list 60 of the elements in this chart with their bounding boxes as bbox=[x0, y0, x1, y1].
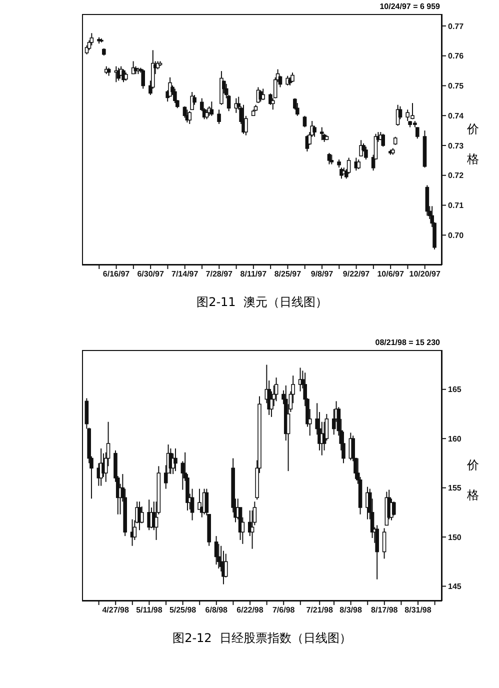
x-tick-label: 8/3/98 bbox=[340, 606, 362, 615]
y-tick-label: 0.72 bbox=[448, 171, 464, 180]
x-tick-label: 8/31/98 bbox=[404, 606, 432, 615]
text: 图2-12 日经股票指数（日线图） bbox=[172, 630, 352, 647]
x-tick-label: 9/22/97 bbox=[342, 270, 370, 279]
y-tick-label: 150 bbox=[448, 532, 462, 542]
x-tick-label: 8/11/97 bbox=[240, 270, 268, 279]
x-tick-label: 7/28/97 bbox=[206, 270, 234, 279]
x-tick-label: 7/21/98 bbox=[306, 606, 334, 615]
candlestick bbox=[382, 528, 386, 560]
y-tick-label: 165 bbox=[448, 385, 462, 394]
candlestick bbox=[320, 126, 324, 141]
candlestick bbox=[415, 126, 420, 140]
candlestick bbox=[302, 115, 307, 128]
candlestick bbox=[141, 68, 145, 90]
candlestick bbox=[271, 98, 275, 110]
candlestick bbox=[190, 91, 194, 110]
x-tick-label: 4/27/98 bbox=[102, 606, 130, 615]
candlestick bbox=[214, 536, 218, 566]
x-tick-label: 8/25/97 bbox=[274, 270, 302, 279]
y-tick-label: 0.77 bbox=[448, 22, 464, 31]
text: 10/24/97 = 6 959 bbox=[380, 2, 440, 11]
candlestick bbox=[174, 448, 178, 472]
candlestick bbox=[274, 377, 278, 402]
candlestick bbox=[295, 102, 300, 116]
y-tick-label: 0.70 bbox=[448, 230, 464, 240]
x-tick-label: 6/30/97 bbox=[137, 270, 164, 279]
y-tick-label: 160 bbox=[448, 434, 462, 444]
x-tick-label: 8/17/98 bbox=[371, 606, 398, 615]
text: 价格 bbox=[467, 122, 479, 166]
candlestick bbox=[327, 152, 332, 165]
candlestick bbox=[90, 32, 94, 46]
candlestick bbox=[425, 184, 430, 216]
y-tick-label: 0.71 bbox=[448, 201, 464, 210]
x-tick-label: 7/14/97 bbox=[172, 270, 199, 279]
x-tick-label: 5/25/98 bbox=[169, 606, 197, 615]
x-tick-label: 6/16/97 bbox=[102, 270, 130, 279]
y-tick-label: 0.74 bbox=[448, 111, 464, 120]
candlestick bbox=[261, 88, 265, 101]
candlestick bbox=[217, 109, 221, 124]
text: 08/21/98 = 15 230 bbox=[375, 338, 440, 347]
y-tick-label: 155 bbox=[448, 484, 462, 493]
x-tick-label: 6/8/98 bbox=[205, 606, 228, 615]
y-tick-label: 0.73 bbox=[448, 141, 464, 150]
text: 图2-11 澳元（日线图） bbox=[196, 294, 328, 311]
text: 价格 bbox=[467, 458, 479, 502]
x-tick-label: 6/22/98 bbox=[236, 606, 264, 615]
y-tick-label: 0.75 bbox=[448, 82, 464, 91]
y-tick-label: 0.76 bbox=[448, 52, 464, 61]
x-tick-label: 9/8/97 bbox=[310, 270, 334, 279]
y-tick-label: 145 bbox=[448, 582, 462, 592]
x-tick-label: 5/11/98 bbox=[136, 606, 163, 615]
candlestick bbox=[312, 125, 316, 138]
candlestick bbox=[356, 159, 361, 170]
candlestick bbox=[346, 157, 351, 174]
x-tick-label: 10/6/97 bbox=[377, 270, 404, 279]
candlestick bbox=[381, 133, 385, 148]
candlestick bbox=[330, 154, 334, 165]
x-tick-label: 7/6/98 bbox=[272, 606, 296, 615]
x-tick-label: 10/20/97 bbox=[409, 270, 441, 279]
